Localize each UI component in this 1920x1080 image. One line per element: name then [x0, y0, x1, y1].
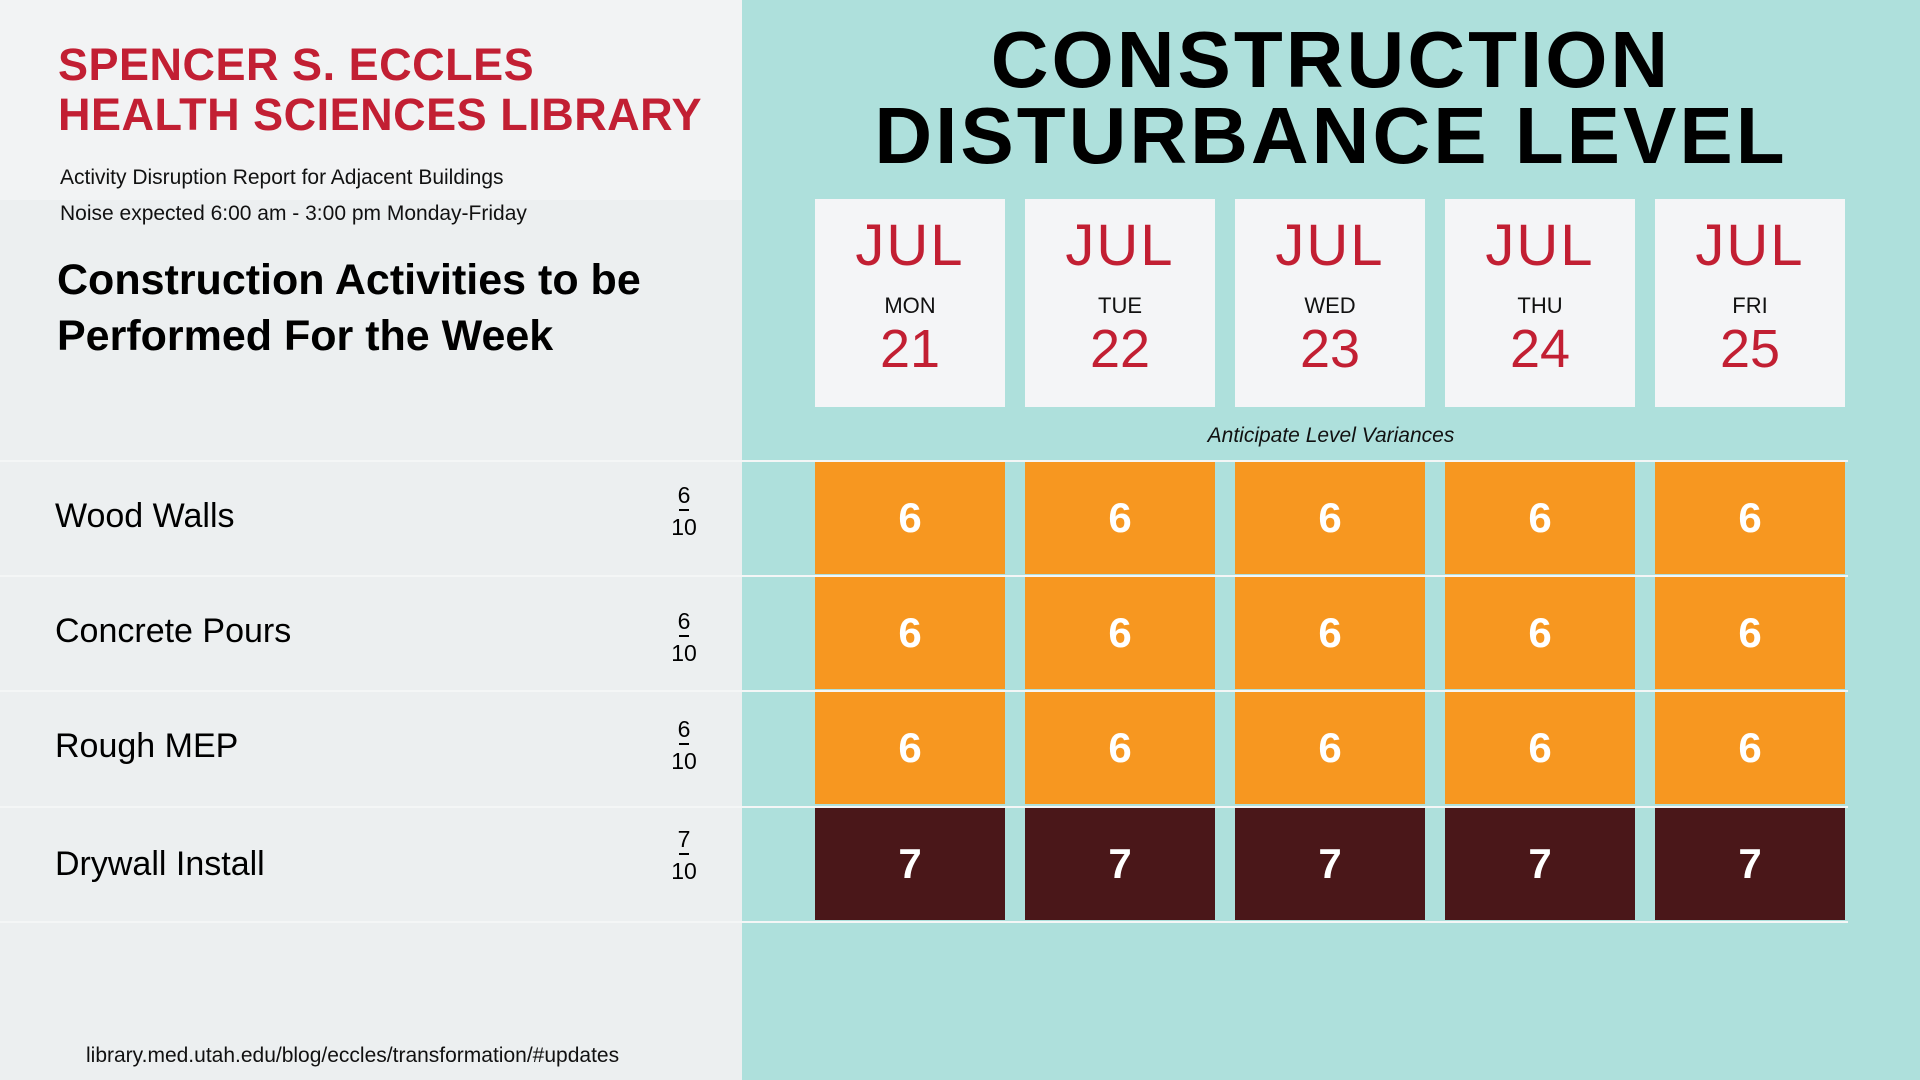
day-month: JUL: [1485, 213, 1595, 278]
activity-level-fraction: 7 10: [664, 826, 704, 884]
level-cell: 6: [1445, 462, 1635, 574]
row-divider: [0, 575, 1848, 577]
main-title-line2: DISTURBANCE LEVEL: [874, 91, 1788, 180]
level-cell: 6: [1235, 462, 1425, 574]
day-weekday: TUE: [1098, 293, 1142, 318]
report-subtitle: Activity Disruption Report for Adjacent …: [60, 160, 527, 232]
fraction-bar: [679, 853, 689, 855]
fraction-denominator: 10: [671, 858, 697, 884]
row-divider: [0, 806, 1848, 808]
day-month: JUL: [1275, 213, 1385, 278]
day-date: 22: [1089, 319, 1151, 379]
day-month: JUL: [1695, 213, 1805, 278]
day-weekday: MON: [884, 293, 936, 318]
activity-label-concrete-pours: Concrete Pours: [55, 612, 292, 650]
day-weekday: WED: [1304, 293, 1356, 318]
fraction-denominator: 10: [671, 748, 697, 774]
level-cell: 7: [1235, 808, 1425, 920]
activity-label-wood-walls: Wood Walls: [55, 497, 235, 535]
day-card-mon: JUL MON 21: [815, 199, 1005, 407]
level-cell: 7: [1655, 808, 1845, 920]
level-cell: 6: [1445, 577, 1635, 689]
level-cell: 6: [815, 577, 1005, 689]
level-cell: 6: [815, 692, 1005, 804]
day-card-thu: JUL THU 24: [1445, 199, 1635, 407]
activities-heading: Construction Activities to be Performed …: [57, 256, 641, 360]
left-header-band: [0, 0, 742, 200]
fraction-bar: [679, 509, 689, 511]
noise-hours: Noise expected 6:00 am - 3:00 pm Monday-…: [60, 202, 527, 225]
day-month: JUL: [1065, 213, 1175, 278]
library-name: SPENCER S. ECCLES HEALTH SCIENCES LIBRAR…: [58, 40, 702, 140]
day-date: 23: [1299, 319, 1361, 379]
main-title-line1: CONSTRUCTION: [990, 15, 1672, 104]
day-card-tue: JUL TUE 22: [1025, 199, 1215, 407]
library-name-line1: SPENCER S. ECCLES: [58, 39, 535, 90]
fraction-bar: [679, 635, 689, 637]
footer-url[interactable]: library.med.utah.edu/blog/eccles/transfo…: [86, 1044, 620, 1067]
day-card-fri: JUL FRI 25: [1655, 199, 1845, 407]
level-cell: 6: [1235, 692, 1425, 804]
level-cell: 6: [1025, 692, 1215, 804]
day-month: JUL: [855, 213, 965, 278]
level-cell: 6: [815, 462, 1005, 574]
level-cell: 7: [1445, 808, 1635, 920]
day-weekday: FRI: [1732, 293, 1768, 318]
activity-label-drywall-install: Drywall Install: [55, 845, 265, 883]
day-card-wed: JUL WED 23: [1235, 199, 1425, 407]
level-cell: 7: [1025, 808, 1215, 920]
row-divider: [0, 690, 1848, 692]
day-weekday: THU: [1517, 293, 1563, 318]
activity-level-fraction: 6 10: [664, 482, 704, 540]
activity-level-fraction: 6 10: [664, 608, 704, 666]
fraction-numerator: 6: [677, 482, 691, 508]
day-date: 21: [879, 319, 941, 379]
library-name-line2: HEALTH SCIENCES LIBRARY: [58, 89, 703, 140]
level-cell: 6: [1025, 462, 1215, 574]
level-cell: 6: [1025, 577, 1215, 689]
level-cell: 6: [1445, 692, 1635, 804]
level-cell: 7: [815, 808, 1005, 920]
activity-level-fraction: 6 10: [664, 716, 704, 774]
fraction-denominator: 10: [671, 640, 697, 666]
level-cell: 6: [1655, 462, 1845, 574]
fraction-denominator: 10: [671, 514, 697, 540]
variance-note: Anticipate Level Variances: [1207, 424, 1455, 447]
activity-label-rough-mep: Rough MEP: [55, 727, 239, 765]
fraction-bar: [679, 743, 689, 745]
level-cell: 6: [1655, 577, 1845, 689]
day-date: 25: [1719, 319, 1781, 379]
fraction-numerator: 6: [677, 608, 691, 634]
row-divider: [0, 460, 1848, 462]
fraction-numerator: 7: [677, 826, 691, 852]
fraction-numerator: 6: [677, 716, 691, 742]
day-date: 24: [1509, 319, 1571, 379]
row-divider: [0, 921, 1848, 923]
report-title: Activity Disruption Report for Adjacent …: [60, 166, 504, 189]
level-cell: 6: [1235, 577, 1425, 689]
level-cell: 6: [1655, 692, 1845, 804]
main-title: CONSTRUCTION DISTURBANCE LEVEL: [742, 15, 1920, 180]
